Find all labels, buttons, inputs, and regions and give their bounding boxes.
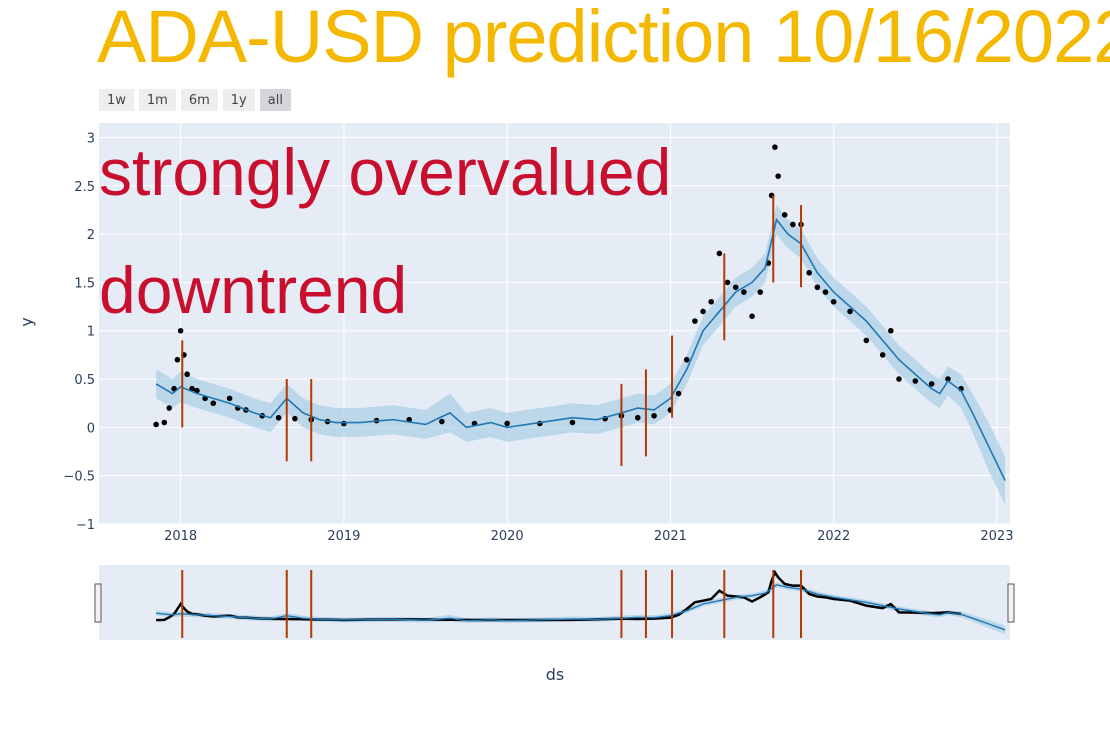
x-tick-label: 2018: [164, 529, 197, 544]
x-tick-label: 2021: [654, 529, 687, 544]
y-tick-label: 2: [87, 228, 95, 243]
actual-point: [683, 356, 690, 363]
actual-point: [692, 318, 698, 324]
actual-point: [757, 289, 764, 295]
actual-point: [569, 419, 576, 426]
y-tick-label: 0: [87, 421, 95, 436]
actual-point: [775, 173, 781, 179]
actual-point: [732, 284, 739, 291]
actual-point: [439, 418, 445, 425]
actual-point: [651, 412, 657, 419]
actual-point: [292, 415, 298, 422]
actual-point: [166, 405, 173, 411]
actual-point: [184, 371, 190, 378]
actual-point: [504, 420, 510, 427]
actual-point: [716, 250, 723, 257]
main-plot[interactable]: −1 −0.5 0 0.5 1 1.5 2 2.5 3 2018 2019 2020 2021 2022 2…: [63, 123, 1013, 544]
actual-point: [675, 390, 682, 397]
uncertainty-band: [156, 582, 1006, 634]
actual-point: [790, 221, 796, 228]
actual-point: [847, 308, 853, 315]
range-button-all[interactable]: all: [259, 89, 291, 111]
range-slider[interactable]: [94, 565, 1015, 640]
actual-point: [174, 356, 181, 363]
actual-point: [863, 337, 870, 344]
x-tick-label: 2019: [327, 529, 360, 544]
range-button-1w[interactable]: 1w: [99, 89, 134, 111]
y-tick-label: 2.5: [74, 180, 95, 195]
actual-point: [928, 381, 935, 387]
actual-point: [341, 420, 347, 427]
x-tick-label: 2022: [817, 529, 850, 544]
actual-point: [879, 352, 886, 358]
range-button-1m[interactable]: 1m: [138, 89, 176, 111]
range-button-1y[interactable]: 1y: [222, 89, 255, 111]
actual-point: [724, 279, 731, 286]
actual-point: [700, 308, 706, 315]
actual-point: [781, 211, 788, 218]
annotation-downtrend: downtrend: [99, 253, 408, 327]
actual-point: [708, 298, 715, 305]
uncertainty-band: [156, 205, 1006, 505]
actual-point: [912, 378, 919, 384]
actual-point: [634, 414, 641, 421]
actual-point: [153, 421, 159, 428]
annotation-overvalued: strongly overvalued: [99, 135, 672, 209]
y-tick-label: 1.5: [74, 276, 95, 291]
actual-point: [194, 387, 200, 394]
actual-point: [161, 419, 168, 426]
actual-point: [210, 400, 217, 407]
actual-point: [822, 289, 829, 295]
actual-point: [275, 414, 282, 421]
actual-point: [741, 289, 747, 295]
actual-point: [814, 284, 821, 291]
actual-point: [896, 376, 902, 382]
y-tick-label: 0.5: [74, 373, 95, 388]
y-tick-label: −1: [76, 518, 95, 533]
chart-title: ADA-USD prediction 10/16/2022: [97, 0, 1110, 78]
actual-point: [888, 327, 894, 334]
range-selector: 1w 1m 6m 1y all: [99, 89, 291, 111]
x-tick-label: 2020: [491, 529, 524, 544]
actual-point: [772, 144, 778, 150]
actual-point: [749, 313, 755, 320]
actual-point: [226, 395, 233, 402]
slider-handle-right[interactable]: [1007, 583, 1015, 623]
slider-handle-left[interactable]: [94, 583, 102, 623]
y-tick-label: 1: [87, 325, 95, 340]
y-tick-label: −0.5: [63, 470, 95, 485]
actual-point: [830, 298, 837, 305]
actual-point: [945, 376, 951, 382]
range-button-6m[interactable]: 6m: [180, 89, 218, 111]
y-tick-label: 3: [87, 131, 95, 146]
x-tick-label: 2023: [980, 529, 1013, 544]
y-axis-label: y: [17, 317, 36, 326]
x-axis-label: ds: [546, 665, 565, 684]
actual-point: [177, 327, 184, 334]
actual-point: [806, 269, 812, 276]
